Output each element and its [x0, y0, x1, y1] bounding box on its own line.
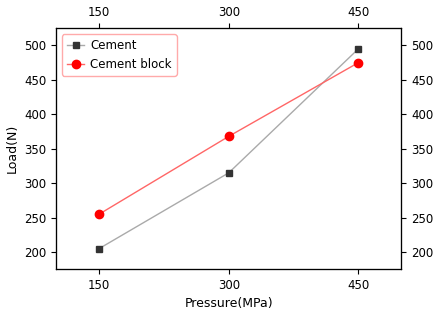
Line: Cement: Cement — [95, 46, 361, 252]
Cement block — [226, 134, 231, 138]
Cement — [355, 47, 360, 51]
Line: Cement block: Cement block — [95, 58, 362, 218]
Cement block — [355, 61, 360, 64]
Y-axis label: Load(N): Load(N) — [6, 124, 18, 173]
Cement — [226, 171, 231, 175]
Legend: Cement, Cement block: Cement, Cement block — [62, 34, 176, 76]
X-axis label: Pressure(MPa): Pressure(MPa) — [184, 297, 272, 310]
Cement block — [96, 212, 102, 216]
Cement — [96, 246, 102, 250]
